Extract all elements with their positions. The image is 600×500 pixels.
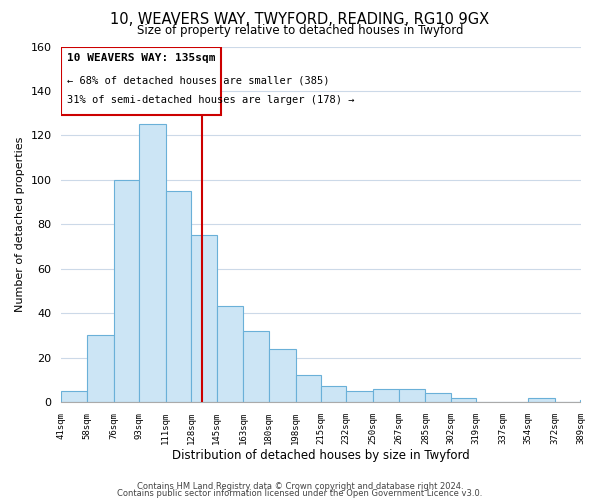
Text: Size of property relative to detached houses in Twyford: Size of property relative to detached ho… [137,24,463,37]
Bar [296,376,321,402]
Text: 10, WEAVERS WAY, TWYFORD, READING, RG10 9GX: 10, WEAVERS WAY, TWYFORD, READING, RG10 … [110,12,490,28]
Bar [61,391,87,402]
Bar [321,386,346,402]
Text: Contains public sector information licensed under the Open Government Licence v3: Contains public sector information licen… [118,489,482,498]
Bar [113,180,139,402]
Text: 10 WEAVERS WAY: 135sqm: 10 WEAVERS WAY: 135sqm [67,53,215,63]
Bar [425,393,451,402]
Bar [528,398,555,402]
Text: Contains HM Land Registry data © Crown copyright and database right 2024.: Contains HM Land Registry data © Crown c… [137,482,463,491]
Text: 31% of semi-detached houses are larger (178) →: 31% of semi-detached houses are larger (… [67,96,355,106]
Bar [580,400,600,402]
Bar [269,348,296,402]
FancyBboxPatch shape [61,46,221,116]
Bar [346,391,373,402]
Bar [244,331,269,402]
X-axis label: Distribution of detached houses by size in Twyford: Distribution of detached houses by size … [172,450,470,462]
Bar [398,388,425,402]
Text: ← 68% of detached houses are smaller (385): ← 68% of detached houses are smaller (38… [67,76,330,86]
Bar [139,124,166,402]
Bar [373,388,398,402]
Bar [451,398,476,402]
Bar [217,306,244,402]
Bar [87,336,113,402]
Bar [166,191,191,402]
Y-axis label: Number of detached properties: Number of detached properties [15,136,25,312]
Bar [191,236,217,402]
